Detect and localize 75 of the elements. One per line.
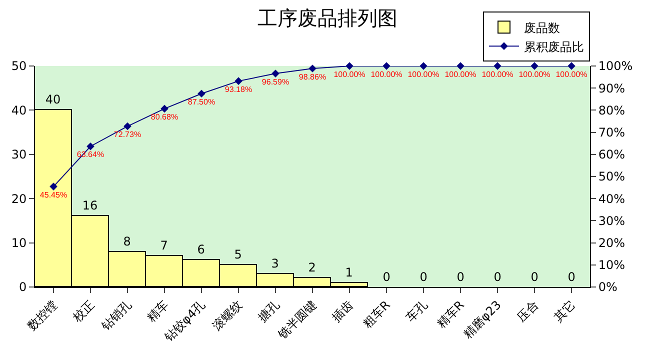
y2-tick-label: 100% [598,59,633,74]
data-label: 72.73% [114,130,142,140]
y-tick-label: 20 [11,192,27,206]
x-tick-label: 精车 [144,298,171,325]
point [198,90,206,98]
data-label: 6 [197,242,205,256]
point [272,70,280,78]
data-label: 0 [494,270,502,284]
data-label: 0 [456,270,464,284]
x-tick-label: 钻销孔 [98,298,134,334]
x-tick-label: 校正 [69,298,97,326]
point [160,104,168,113]
data-label: 100.00% [408,70,440,79]
data-label: 8 [123,234,131,248]
legend-label: 废品数 [524,20,560,35]
data-label: 80.68% [150,112,178,122]
data-label: 100.00% [334,70,366,79]
point [86,142,94,150]
data-label: 1 [345,266,353,280]
data-label: 0 [382,270,390,284]
data-label: 100.00% [556,70,588,79]
legend-label: 累积废品比 [524,40,584,54]
chart-title: 工序废品排列图 [258,6,398,30]
y-tick-label: 10 [11,236,27,250]
y2-tick-label: 0% [598,280,618,294]
x-tick-label: 车孔 [402,298,430,325]
x-tick-label: 数控镗 [24,298,60,334]
point [530,62,538,70]
y2-tick-label: 90% [598,81,626,96]
point [382,62,390,70]
x-tick-label: 插齿 [328,298,356,325]
data-label: 100.00% [444,70,476,79]
x-tick-label: 滚螺纹 [210,298,245,334]
data-label: 87.50% [188,97,216,106]
data-label: 5 [234,248,242,262]
y-tick-label: 30 [11,148,27,162]
x-tick-label: 压合 [514,298,541,325]
y-tick-label: 0 [18,280,27,294]
point [456,62,464,70]
point [308,64,316,72]
data-label: 2 [308,260,316,274]
x-tick-label: 搪孔 [254,298,282,325]
point [346,62,354,70]
data-label: 3 [271,256,279,270]
data-label: 0 [530,270,538,284]
y2-tick-label: 10% [598,258,626,272]
y2-tick-label: 40% [598,192,626,206]
y2-tick-label: 20% [598,236,626,250]
data-label: 93.18% [224,84,252,94]
point [50,182,58,190]
y2-tick-label: 80% [598,103,626,118]
data-label: 0 [420,270,428,284]
data-label: 40 [45,92,61,106]
x-tick-label: 其它 [550,298,578,325]
data-label: 45.45% [40,190,68,200]
data-label: 0 [568,270,576,284]
y2-tick-label: 70% [598,126,626,140]
y2-tick-label: 50% [598,170,626,184]
data-label: 100.00% [370,70,402,79]
data-label: 96.59% [262,77,290,86]
point [124,122,132,130]
x-tick-label: 粗车R [360,298,393,331]
point [234,77,242,85]
data-label: 100.00% [482,70,514,79]
data-label: 16 [82,198,98,212]
y-tick-label: 40 [11,103,27,118]
data-label: 100.00% [518,70,550,79]
data-label: 7 [160,238,168,252]
y-tick-label: 50 [11,59,27,74]
y2-tick-label: 60% [598,148,626,162]
point [420,62,428,70]
data-label: 98.86% [298,72,326,82]
y2-tick-label: 30% [598,214,626,228]
point [568,62,576,70]
point [494,62,502,70]
